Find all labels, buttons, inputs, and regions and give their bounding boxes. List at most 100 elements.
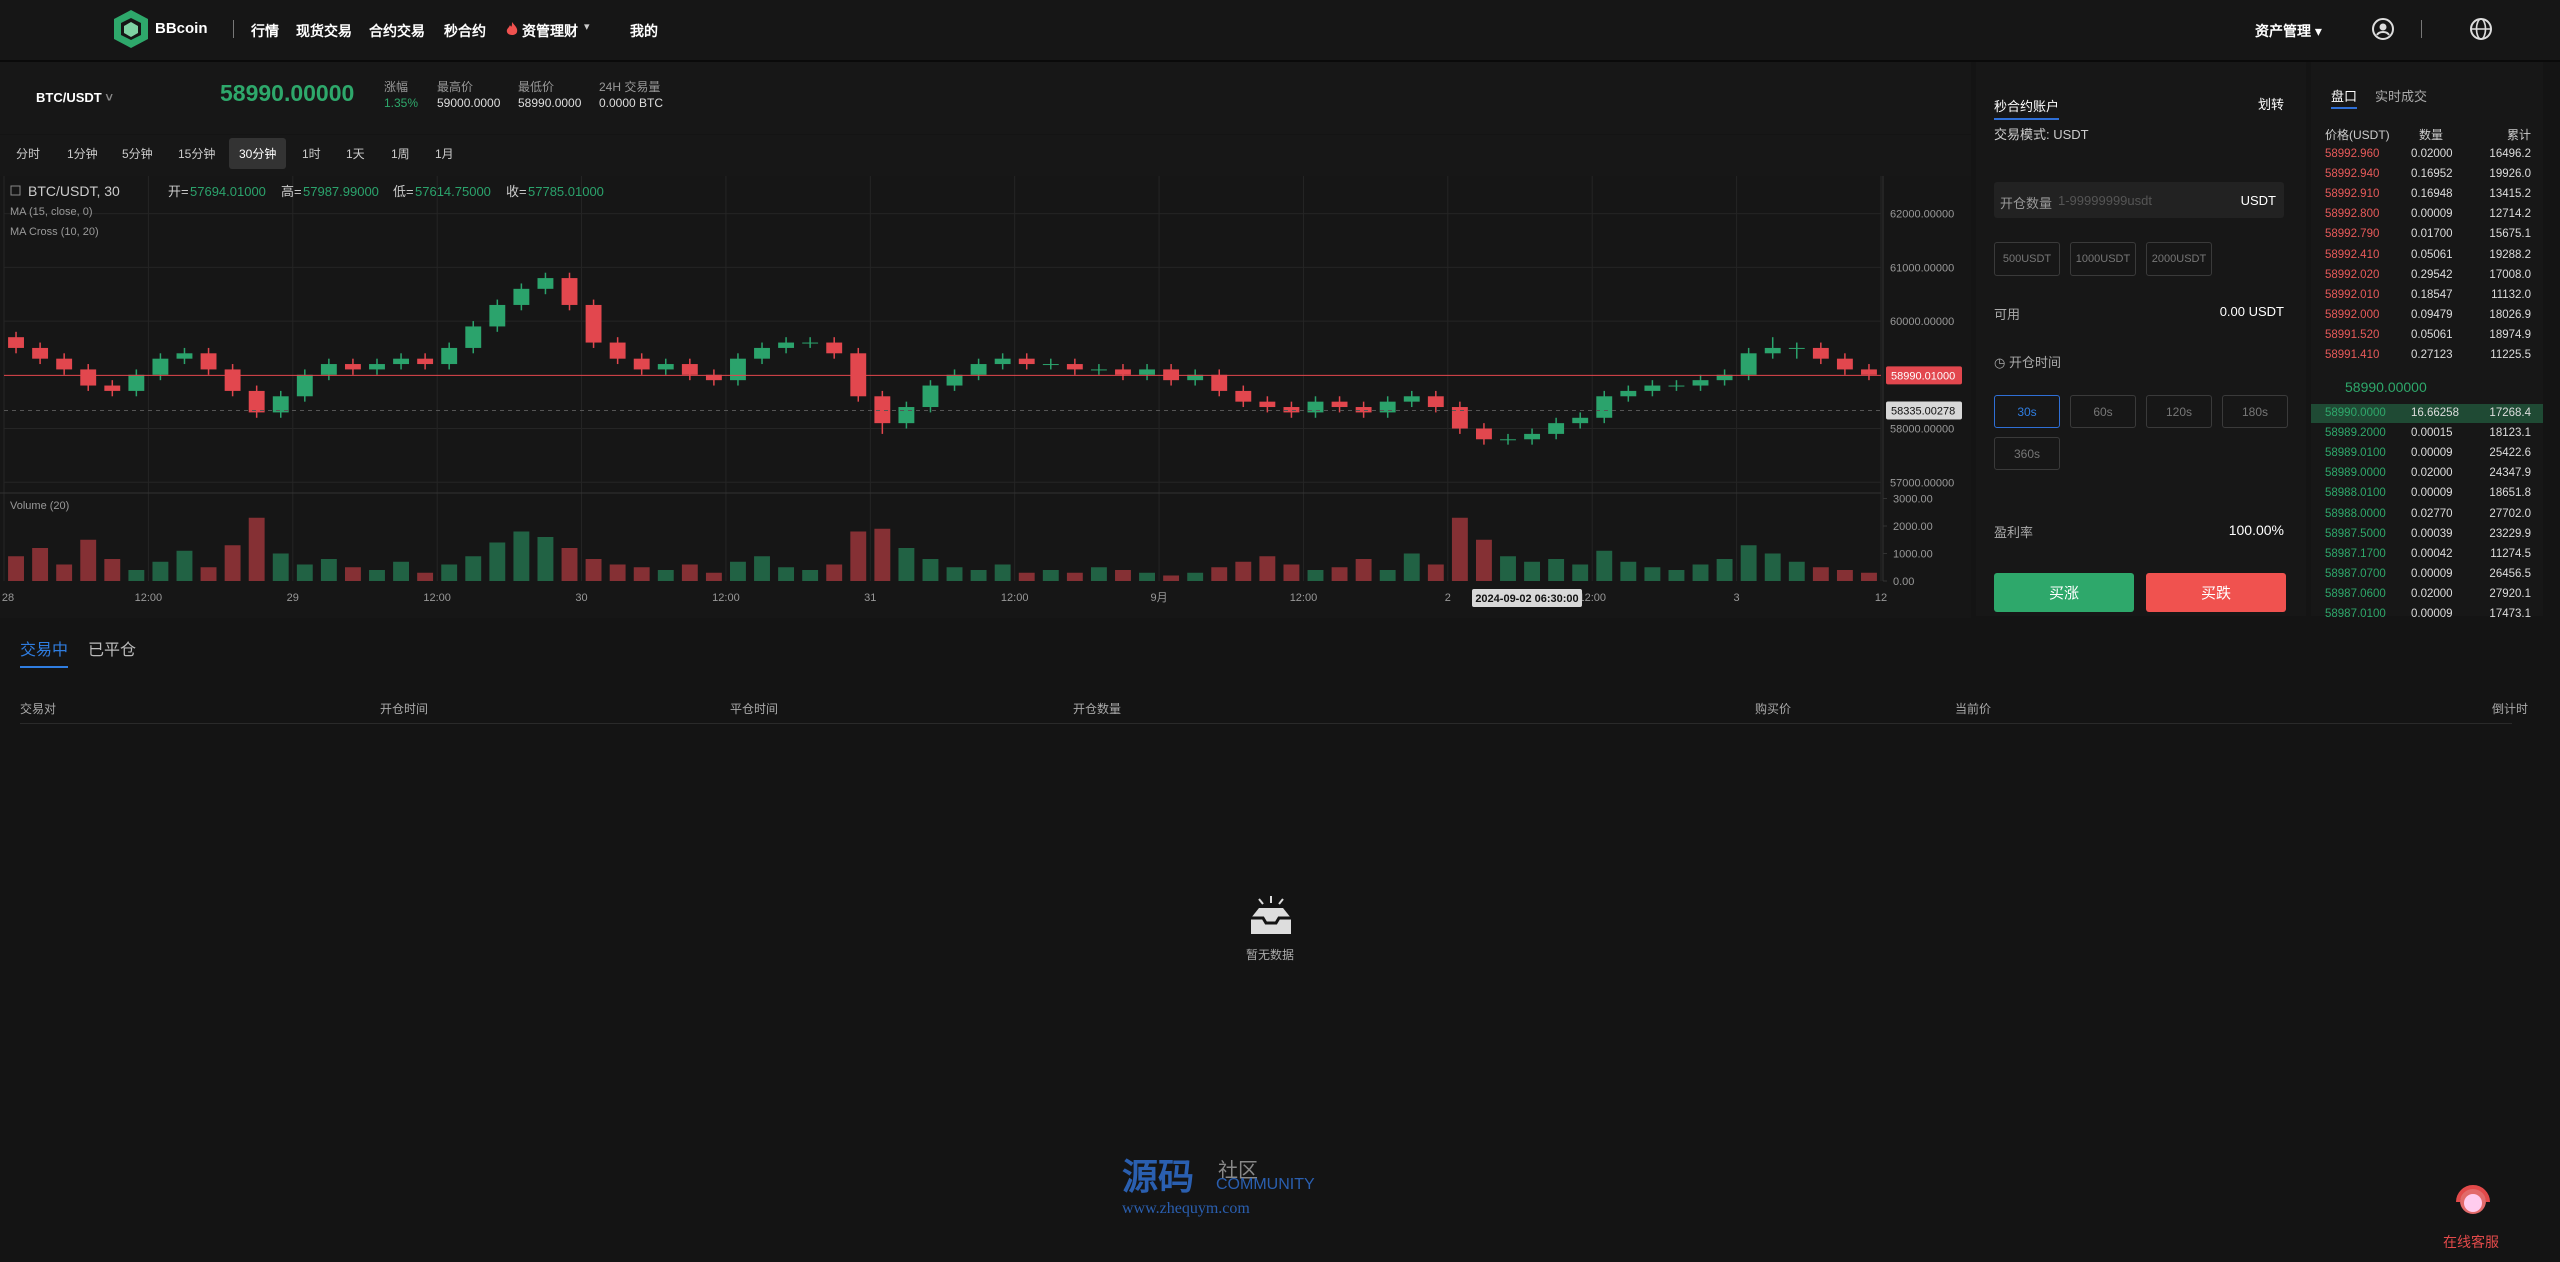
timeframe-button[interactable]: 分时 — [16, 147, 41, 161]
x-tick-label: 30 — [575, 592, 587, 604]
language-icon[interactable] — [2468, 16, 2494, 42]
book-total: 15675.1 — [2489, 228, 2531, 241]
support-label[interactable]: 在线客服 — [2443, 1234, 2499, 1250]
candle-body — [513, 288, 530, 305]
amount-unit: USDT — [2240, 193, 2276, 208]
timeframe-button[interactable]: 15分钟 — [178, 147, 216, 161]
amount-label: 开仓数量 — [2000, 196, 2053, 211]
nav-item[interactable]: 我的 — [630, 23, 658, 39]
book-amount: 0.02000 — [2411, 587, 2453, 600]
book-price: 58991.520 — [2325, 328, 2380, 341]
volume-bar — [1307, 570, 1324, 581]
candle-body — [850, 353, 867, 397]
account-tab[interactable]: 秒合约账户 — [1994, 96, 2060, 120]
timeframe-button[interactable]: 1周 — [391, 147, 410, 161]
asset-label[interactable]: 资产管理 — [2255, 23, 2311, 39]
asset-menu[interactable]: 资产管理 ▾ — [2255, 23, 2322, 39]
last-price-tag — [1886, 366, 1962, 385]
pair[interactable]: BTC/USDT — [36, 90, 102, 105]
book-tab[interactable]: 盘口 — [2331, 86, 2358, 109]
ticker-bar: BTC/USDT ˅ 58990.00000 涨幅 1.35% 最高价 59000.0… — [0, 62, 1971, 134]
book-price: 58989.0100 — [2325, 447, 2386, 460]
volume-bar — [1716, 559, 1733, 581]
volume-bar — [1572, 564, 1589, 581]
candle-body — [1139, 369, 1155, 375]
legend-value: 57785.01000 — [528, 184, 604, 199]
volume-bar — [826, 564, 843, 581]
book-amount: 0.05061 — [2411, 248, 2453, 261]
support-icon[interactable] — [2452, 1180, 2494, 1222]
x-tick-label: 12 — [1875, 592, 1887, 604]
candle-body — [1427, 396, 1444, 408]
legend-key: 高= — [281, 184, 302, 199]
volume-bar — [754, 556, 770, 581]
book-amount: 0.29542 — [2411, 268, 2453, 281]
volume-bar — [1259, 556, 1276, 581]
pair-selector[interactable]: BTC/USDT ˅ — [36, 90, 113, 105]
volume-bar — [393, 561, 409, 581]
timeframe-button[interactable]: 1天 — [346, 147, 365, 161]
candle-body — [489, 304, 506, 327]
volume-bar — [1740, 545, 1757, 581]
volume-bar — [730, 561, 746, 581]
volume-bar — [898, 548, 915, 581]
amount-preset[interactable]: 2000USDT — [2146, 242, 2212, 276]
highlight-row — [2311, 404, 2543, 423]
timeframe-button[interactable]: 5分钟 — [122, 147, 153, 161]
book-amount: 0.05061 — [2411, 328, 2453, 341]
timeframe-button[interactable]: 1时 — [302, 147, 321, 161]
book-amount: 0.00009 — [2411, 447, 2453, 460]
open-orders-tab[interactable]: 交易中 — [20, 636, 69, 668]
book-total: 26456.5 — [2489, 567, 2531, 580]
amount-preset[interactable]: 500USDT — [1994, 242, 2060, 276]
volume-bar — [1788, 561, 1805, 581]
volume-bar — [1596, 550, 1613, 581]
volume-bar — [1836, 570, 1853, 581]
timeframe-button[interactable]: 1分钟 — [67, 147, 98, 161]
nav-item[interactable]: 资管理财 — [522, 23, 578, 39]
volume-bar — [320, 559, 337, 581]
candle-body — [272, 396, 289, 413]
brand[interactable]: BBcoin — [155, 20, 208, 37]
candle-body — [1812, 347, 1829, 359]
amount-input[interactable]: 开仓数量 1-99999999usdt USDT — [1994, 182, 2284, 218]
amount-preset[interactable]: 1000USDT — [2070, 242, 2136, 276]
timeframe-button[interactable]: 30分钟 — [229, 138, 287, 169]
buy-up-button[interactable]: 买涨 — [1994, 573, 2134, 612]
column-header: 倒计时 — [2491, 702, 2528, 716]
candle-body — [393, 358, 409, 365]
time-option[interactable]: 60s — [2070, 395, 2136, 428]
book-amount: 0.02770 — [2411, 507, 2453, 520]
trade-mode: 交易模式: USDT — [1994, 127, 2089, 142]
timeframe-button[interactable]: 1月 — [435, 147, 454, 161]
time-option[interactable]: 360s — [1994, 437, 2060, 470]
nav-item[interactable]: 现货交易 — [296, 23, 352, 39]
volume-bar — [369, 570, 385, 581]
nav-item[interactable]: 行情 — [251, 23, 279, 39]
nav-item[interactable]: 秒合约 — [444, 23, 486, 39]
time-option[interactable]: 180s — [2222, 395, 2288, 428]
trades-tab[interactable]: 实时成交 — [2375, 89, 2428, 104]
x-tick-label: 12:00 — [1001, 592, 1029, 604]
buy-down-button[interactable]: 买跌 — [2146, 573, 2286, 612]
candle-body — [1500, 439, 1516, 441]
volume-bar — [705, 572, 722, 581]
nav-item[interactable]: 合约交易 — [369, 23, 425, 39]
book-total: 19926.0 — [2489, 168, 2531, 181]
candle-body — [1211, 374, 1228, 391]
transfer-link[interactable]: 划转 — [2258, 97, 2285, 112]
fire-icon — [506, 22, 518, 35]
candle-body — [465, 326, 482, 348]
crosshair-price-tag — [1886, 401, 1962, 420]
watermark-url: www.zhequym.com — [1122, 1200, 1250, 1217]
volume-bar — [1403, 553, 1420, 581]
time-option[interactable]: 30s — [1994, 395, 2060, 428]
user-icon[interactable] — [2370, 16, 2396, 42]
stat-value: 0.0000 BTC — [599, 96, 664, 110]
closed-orders-tab[interactable]: 已平仓 — [88, 642, 137, 659]
time-option[interactable]: 120s — [2146, 395, 2212, 428]
legend-value: 57614.75000 — [415, 184, 491, 199]
candle-body — [1524, 433, 1541, 440]
volume-bar — [1668, 570, 1685, 581]
book-total: 18123.1 — [2489, 427, 2531, 440]
